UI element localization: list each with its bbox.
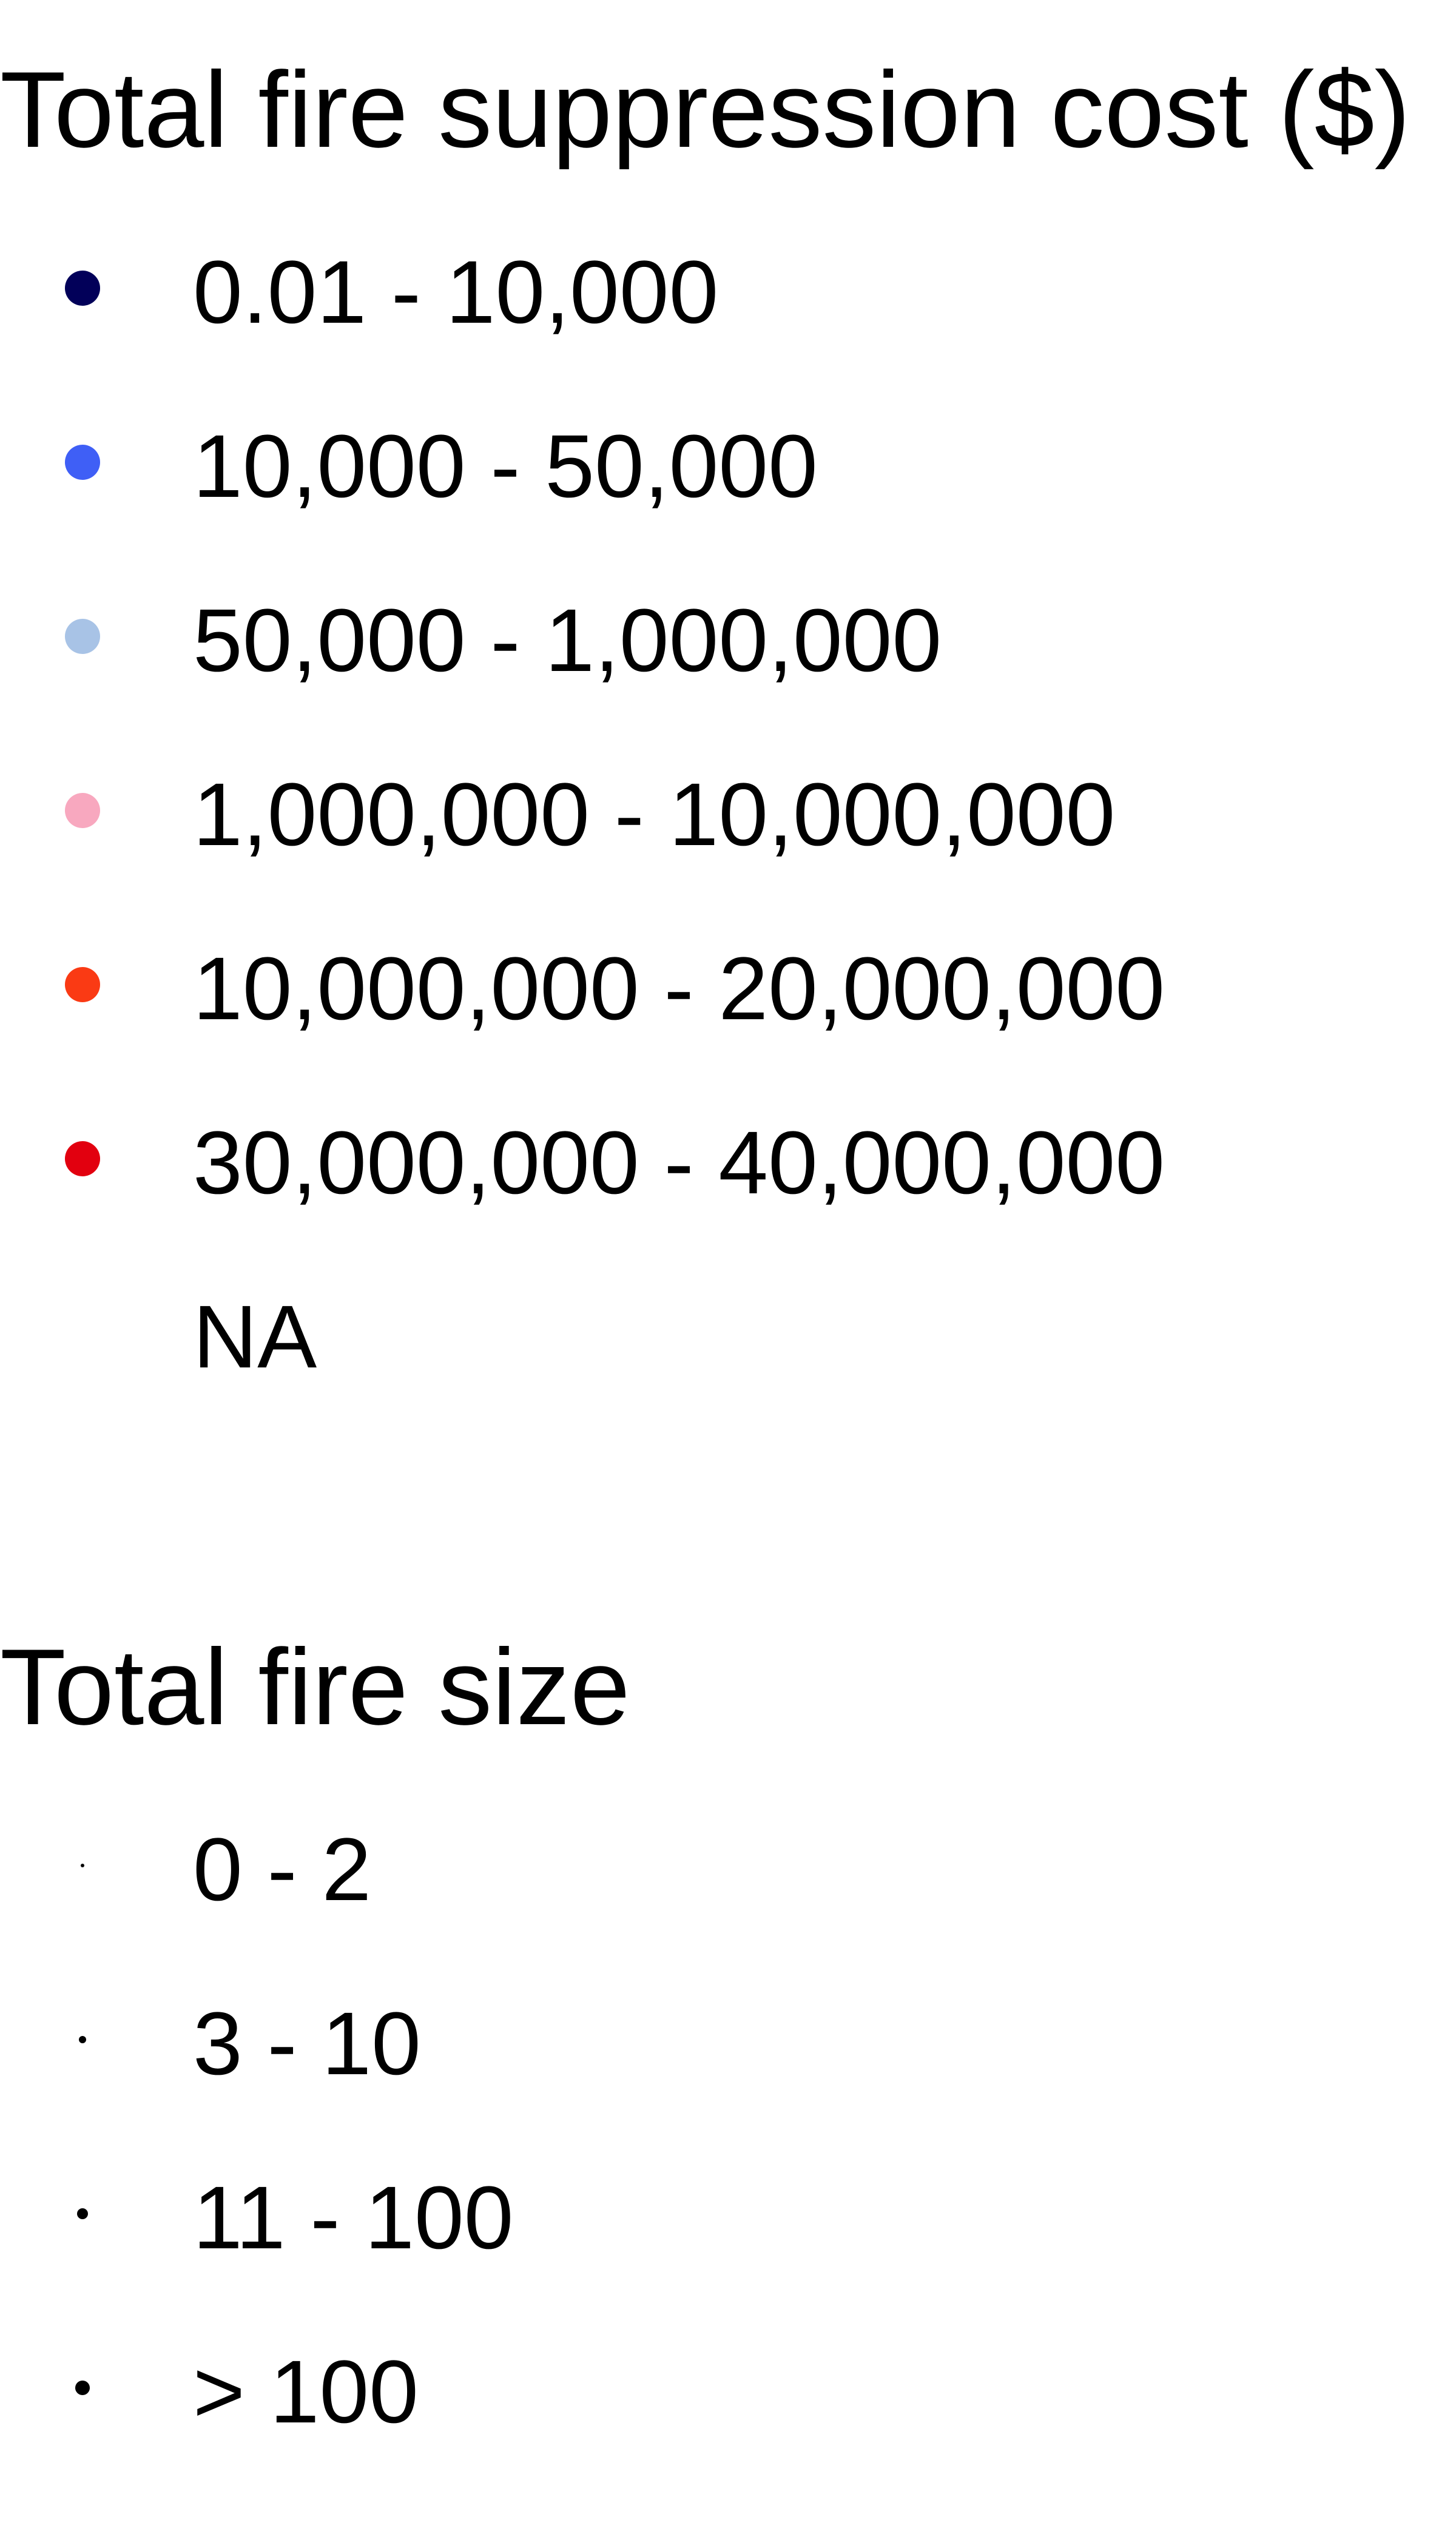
legend-color-dot	[65, 619, 100, 654]
cost-legend-item: 1,000,000 - 10,000,000	[0, 750, 1456, 871]
size-legend-item: 11 - 100	[0, 2153, 1456, 2274]
legend-color-dot	[65, 445, 100, 480]
size-legend-title: Total fire size	[0, 1626, 630, 1747]
legend-label: 0.01 - 10,000	[193, 243, 719, 342]
legend-size-dot	[75, 2381, 90, 2395]
cost-legend-item: 10,000 - 50,000	[0, 402, 1456, 523]
size-legend-item: > 100	[0, 2327, 1456, 2449]
legend-label: > 100	[193, 2342, 419, 2442]
legend-label: 0 - 2	[193, 1820, 372, 1919]
legend-label: 10,000,000 - 20,000,000	[193, 939, 1165, 1039]
legend-label: 50,000 - 1,000,000	[193, 591, 942, 690]
legend-label: 30,000,000 - 40,000,000	[193, 1113, 1165, 1213]
legend-label: 11 - 100	[193, 2168, 514, 2268]
legend-color-dot	[65, 793, 100, 828]
cost-legend-item: 0.01 - 10,000	[0, 228, 1456, 349]
legend-label: 10,000 - 50,000	[193, 417, 818, 516]
legend-color-dot	[65, 967, 100, 1002]
legend-size-dot	[77, 2208, 88, 2219]
legend-size-dot	[79, 2036, 86, 2043]
size-legend-item: 3 - 10	[0, 1979, 1456, 2100]
legend-color-dot	[65, 1141, 100, 1176]
legend-color-dot	[65, 271, 100, 306]
legend-label: 1,000,000 - 10,000,000	[193, 765, 1116, 864]
size-legend-item: 0 - 2	[0, 1805, 1456, 1926]
cost-legend-item: NA	[0, 1272, 1456, 1394]
cost-legend-title: Total fire suppression cost ($)	[0, 49, 1410, 170]
cost-legend-item: 10,000,000 - 20,000,000	[0, 924, 1456, 1045]
cost-legend-item: 30,000,000 - 40,000,000	[0, 1098, 1456, 1219]
cost-legend-item: 50,000 - 1,000,000	[0, 576, 1456, 697]
legend-size-dot	[81, 1864, 84, 1867]
legend-label: NA	[193, 1287, 317, 1387]
legend-label: 3 - 10	[193, 1994, 421, 2094]
